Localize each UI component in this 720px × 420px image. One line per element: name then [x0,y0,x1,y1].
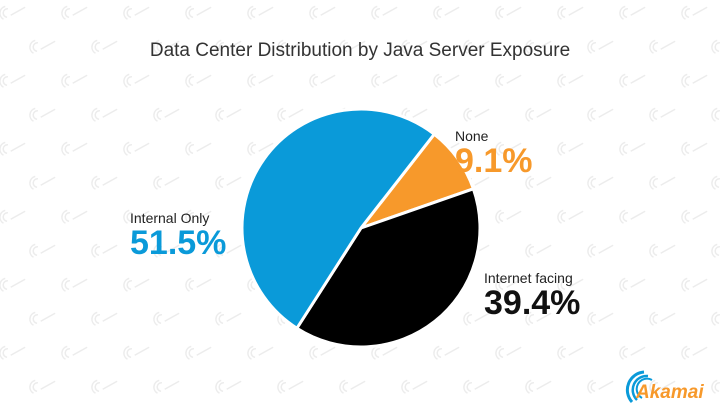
logo-wave-icon [631,374,649,401]
pie-slice-internal-only [240,107,436,330]
slice-value: 51.5% [130,224,227,262]
pie-slice-internet-facing [295,187,482,349]
label-internet-facing: Internet facing 39.4% [484,270,580,320]
slice-label: Internal Only [130,210,210,226]
chart-title: Data Center Distribution by Java Server … [149,40,571,61]
slice-label: None [455,128,489,144]
slice-value: 9.1% [455,142,533,180]
logo-wave-icon [625,370,645,404]
slice-value: 39.4% [484,284,581,322]
label-none: None 9.1% [455,128,533,178]
label-internal-only: Internal Only 51.5% [130,210,226,260]
slice-label: Internet facing [484,270,573,286]
akamai-logo: Akamai [625,370,704,404]
logo-wave-icon [635,377,653,399]
logo-text: Akamai [635,382,704,403]
